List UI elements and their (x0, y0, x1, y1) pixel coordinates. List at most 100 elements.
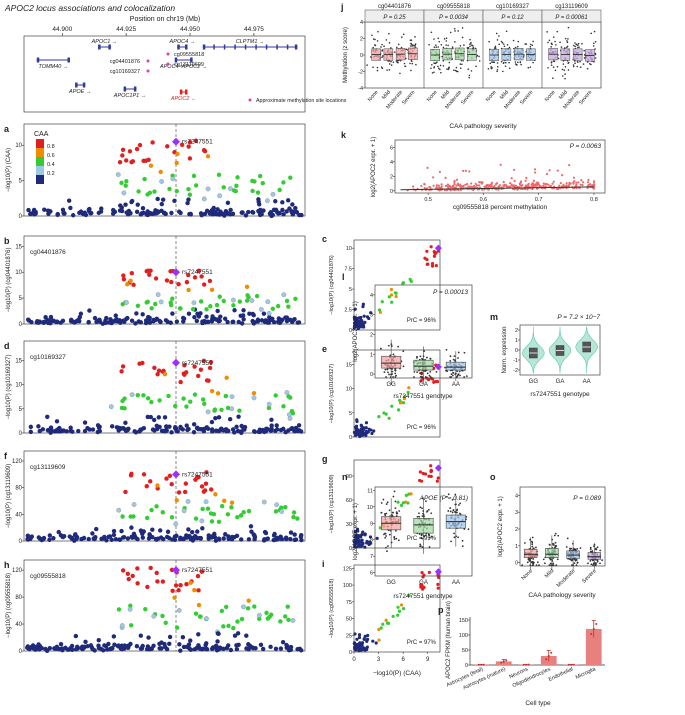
j-jitter-point (562, 75, 564, 77)
locus-point (202, 149, 208, 154)
locus-point (95, 423, 101, 428)
locus-point (199, 518, 205, 524)
box-jitter-point (395, 374, 397, 377)
locus-point (144, 515, 150, 521)
box-jitter-point (388, 373, 390, 376)
k-x-tick-label: 0.5 (424, 197, 432, 203)
box-jitter-point (565, 546, 568, 548)
locus-point (203, 481, 209, 486)
box-jitter-point (589, 559, 592, 562)
k-scatter-point (440, 183, 443, 186)
locus-point (196, 268, 202, 274)
box-jitter-point (574, 559, 577, 562)
box-jitter-point (456, 370, 458, 373)
coloc-point (419, 585, 423, 589)
j-jitter-point (556, 30, 559, 33)
locus-point (145, 414, 150, 420)
box-jitter-point (421, 507, 423, 510)
locus-point (164, 428, 169, 433)
j-jitter-point (576, 60, 579, 63)
box-jitter-point (419, 543, 422, 546)
box-jitter-point (458, 370, 461, 373)
locus-point (239, 210, 244, 215)
gene-exon (108, 44, 111, 50)
locus-point (281, 292, 287, 298)
j-jitter-point (593, 42, 595, 45)
p-replicate-point (482, 663, 485, 666)
locus-point (197, 614, 203, 619)
locus-y-tick-label: 10 (15, 270, 22, 276)
locus-point (119, 528, 124, 534)
locus-point (234, 533, 240, 539)
lead-snp-marker (172, 470, 180, 479)
j-jitter-point (594, 52, 597, 55)
coloc-point (378, 310, 383, 314)
box-jitter-point (387, 545, 389, 547)
coloc-point (357, 635, 362, 640)
locus-point (284, 390, 290, 395)
locus-point (111, 634, 117, 639)
locus-point (196, 588, 201, 593)
box-body (545, 548, 559, 558)
locus-point (219, 407, 224, 412)
locus-point (150, 427, 156, 432)
coloc-point (409, 492, 413, 496)
coloc-panel-frame (353, 459, 441, 549)
locus-point (152, 365, 157, 371)
coloc-point (407, 593, 411, 598)
locus-point (143, 318, 149, 323)
locus-point (92, 648, 97, 653)
j-jitter-point (490, 66, 492, 68)
j-jitter-point (390, 60, 392, 63)
locus-point (188, 580, 193, 585)
locus-point (252, 533, 257, 538)
j-jitter-point (457, 30, 460, 32)
locus-point (58, 642, 64, 647)
locus-point (201, 282, 207, 287)
locus-point (216, 536, 222, 541)
locus-point (163, 318, 169, 323)
locus-point (286, 394, 291, 399)
locus-point (279, 509, 285, 514)
m-y-tick-label: 1 (515, 338, 518, 344)
locus-point (140, 205, 146, 211)
box-jitter-point (384, 368, 387, 371)
locus-point (170, 176, 176, 182)
j-jitter-point (459, 45, 462, 47)
box-y-tick-label: 6 (370, 571, 373, 577)
gene-exon (244, 44, 247, 50)
box-jitter-point (394, 369, 397, 372)
locus-point (183, 481, 189, 486)
coloc-point (402, 396, 407, 401)
locus-point (247, 311, 252, 316)
locus-point (25, 536, 30, 542)
box-jitter-point (450, 540, 452, 543)
locus-point (145, 396, 151, 401)
m-y-tick-label: 0 (515, 348, 518, 354)
p-y-tick-label: 0 (465, 663, 468, 669)
gene-exon (286, 44, 289, 50)
j-jitter-point (562, 63, 565, 65)
locus-point (124, 179, 129, 184)
locus-point (148, 565, 153, 571)
box-jitter-point (454, 359, 456, 362)
gene-exon (174, 57, 178, 63)
j-jitter-point (393, 51, 396, 53)
j-jitter-point (574, 42, 576, 44)
gene-exon (276, 44, 278, 50)
j-x-tick-label: Severe (460, 89, 475, 106)
locus-point (59, 428, 65, 434)
j-jitter-point (531, 44, 534, 47)
locus-point (55, 211, 60, 217)
box-jitter-point (555, 564, 558, 567)
locus-point (199, 213, 204, 218)
panel-label: d (4, 341, 10, 351)
j-jitter-point (405, 57, 407, 60)
locus-point (123, 202, 128, 207)
locus-point (208, 487, 214, 492)
locus-point (195, 529, 200, 534)
locus-point (186, 527, 191, 532)
coloc-point (367, 316, 371, 321)
locus-point (167, 634, 173, 640)
j-jitter-point (498, 35, 500, 37)
